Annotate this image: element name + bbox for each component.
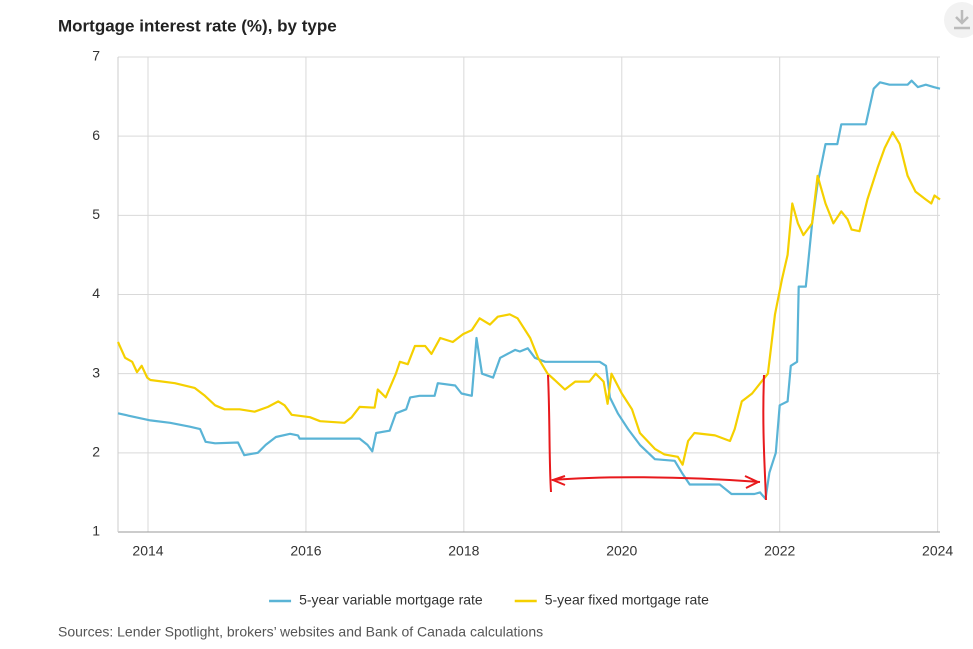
x-tick-label: 2016 [290, 543, 321, 559]
y-tick-label: 7 [92, 48, 100, 64]
legend-item: 5-year variable mortgage rate [269, 592, 483, 608]
download-icon [954, 10, 970, 30]
data-line [116, 131, 941, 466]
x-tick-label: 2018 [448, 543, 479, 559]
x-tick-label: 2024 [922, 543, 953, 559]
chart-title: Mortgage interest rate (%), by type [58, 16, 337, 35]
y-tick-label: 1 [92, 523, 100, 539]
x-tick-label: 2020 [606, 543, 637, 559]
x-tick-label: 2022 [764, 543, 795, 559]
legend-label: 5-year variable mortgage rate [299, 592, 483, 608]
legend: 5-year variable mortgage rate 5-year fixe… [269, 592, 709, 608]
y-tick-label: 4 [92, 285, 100, 301]
legend-item: 5-year fixed mortgage rate [514, 592, 709, 608]
data-line [117, 79, 941, 500]
y-tick-label: 5 [92, 206, 100, 222]
source-note: Sources: Lender Spotlight, brokers’ webs… [58, 624, 543, 640]
plot-area: 1 2 3 4 5 6 7 2014 2016 2018 2020 2022 2024 [92, 48, 953, 559]
y-tick-label: 2 [92, 444, 100, 460]
y-tick-label: 6 [92, 127, 100, 143]
x-tick-label: 2014 [132, 543, 163, 559]
legend-label: 5-year fixed mortgage rate [545, 592, 709, 608]
hand-annotation [547, 374, 767, 501]
y-tick-label: 3 [92, 364, 100, 380]
